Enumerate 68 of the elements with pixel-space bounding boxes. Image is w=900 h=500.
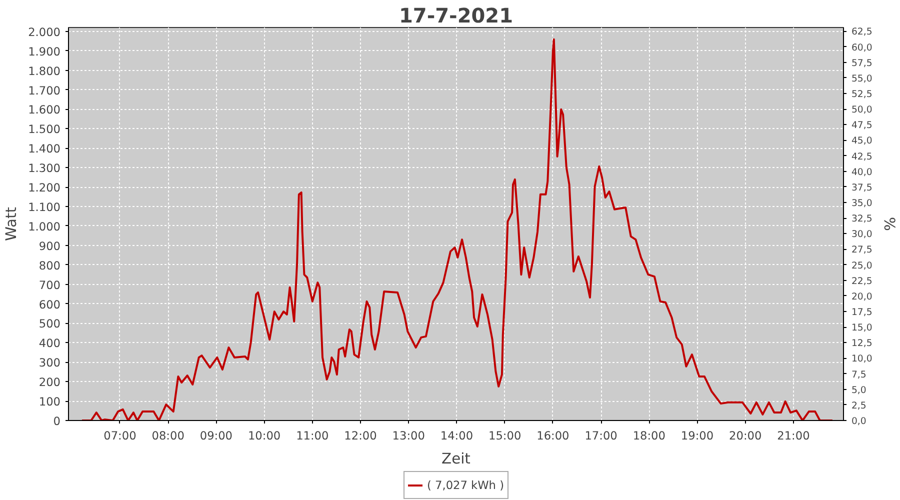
y2-tick-label: 47,5 <box>852 120 872 132</box>
chart-title: 17-7-2021 <box>398 4 514 28</box>
x-tick-label: 09:00 <box>200 428 233 442</box>
y2-tick-label: 2,5 <box>852 400 866 412</box>
y2-tick-label: 42,5 <box>852 151 872 162</box>
y2-tick-label: 52,5 <box>852 89 872 100</box>
y-tick-label: 1.600 <box>28 102 61 117</box>
y-axis-title: Watt <box>3 206 20 242</box>
x-tick-label: 08:00 <box>152 428 184 442</box>
x-tick-label: 12:00 <box>344 428 377 442</box>
x-tick-label: 17:00 <box>584 428 618 442</box>
y-tick-label: 0 <box>53 414 61 428</box>
y-tick-label: 200 <box>38 375 61 390</box>
x-tick-label: 19:00 <box>680 428 714 442</box>
x-tick-label: 16:00 <box>536 428 570 442</box>
y2-axis-title: % <box>880 217 898 232</box>
y-tick-label: 900 <box>38 238 61 253</box>
x-tick-label: 20:00 <box>729 428 762 442</box>
y-tick-label: 500 <box>38 316 61 331</box>
y-tick-label: 1.900 <box>28 44 61 58</box>
y2-tick-label: 30,0 <box>852 229 872 240</box>
y2-tick-label: 45,0 <box>852 136 872 147</box>
legend-label: ( 7,027 kWh ) <box>426 478 504 492</box>
y2-tick-label: 15,0 <box>852 322 872 334</box>
x-tick-label: 21:00 <box>777 428 810 442</box>
y2-tick-label: 0,0 <box>852 416 866 427</box>
y-tick-label: 300 <box>38 356 61 370</box>
y-tick-label: 400 <box>38 336 61 350</box>
y2-tick-label: 35,0 <box>852 198 872 210</box>
y2-tick-label: 32,5 <box>852 214 872 225</box>
x-axis-title: Zeit <box>442 450 471 468</box>
y-tick-label: 1.100 <box>28 200 61 214</box>
y-tick-label: 1.800 <box>28 64 61 78</box>
y2-tick-label: 5,0 <box>852 384 866 396</box>
y2-tick-label: 27,5 <box>852 244 872 256</box>
y-tick-label: 600 <box>38 297 61 312</box>
y-tick-label: 1.400 <box>28 142 61 156</box>
y2-tick-label: 57,5 <box>852 58 872 69</box>
x-tick-label: 13:00 <box>392 428 425 442</box>
y2-tick-label: 37,5 <box>852 182 872 194</box>
y-tick-label: 1.500 <box>28 122 61 136</box>
y2-tick-label: 60,0 <box>852 42 872 54</box>
x-tick-label: 11:00 <box>296 428 329 442</box>
y2-tick-label: 22,5 <box>852 276 872 287</box>
x-tick-label: 14:00 <box>440 428 474 442</box>
y2-tick-label: 55,0 <box>852 73 872 84</box>
y2-tick-label: 7,5 <box>852 369 866 380</box>
y-tick-label: 800 <box>38 258 61 272</box>
y2-tick-label: 40,0 <box>852 166 872 178</box>
y2-tick-label: 10,0 <box>852 354 872 365</box>
y-tick-label: 100 <box>38 394 61 409</box>
x-tick-label: 10:00 <box>248 428 281 442</box>
y2-tick-label: 17,5 <box>852 307 872 318</box>
y2-tick-label: 62,5 <box>852 26 872 38</box>
y-tick-label: 700 <box>38 278 61 292</box>
y-tick-label: 1.700 <box>28 83 61 98</box>
y2-tick-label: 25,0 <box>852 260 872 272</box>
x-tick-label: 18:00 <box>632 428 666 442</box>
y-tick-label: 2.000 <box>28 24 61 39</box>
y2-tick-label: 20,0 <box>852 291 872 302</box>
x-tick-label: 07:00 <box>104 428 136 442</box>
y-tick-label: 1.200 <box>28 180 61 195</box>
y2-tick-label: 50,0 <box>852 104 872 116</box>
y-tick-label: 1.300 <box>28 161 61 176</box>
y2-tick-label: 12,5 <box>852 338 872 350</box>
x-tick-label: 15:00 <box>488 428 522 442</box>
line-series <box>80 38 834 420</box>
y-tick-label: 1.000 <box>28 219 61 234</box>
